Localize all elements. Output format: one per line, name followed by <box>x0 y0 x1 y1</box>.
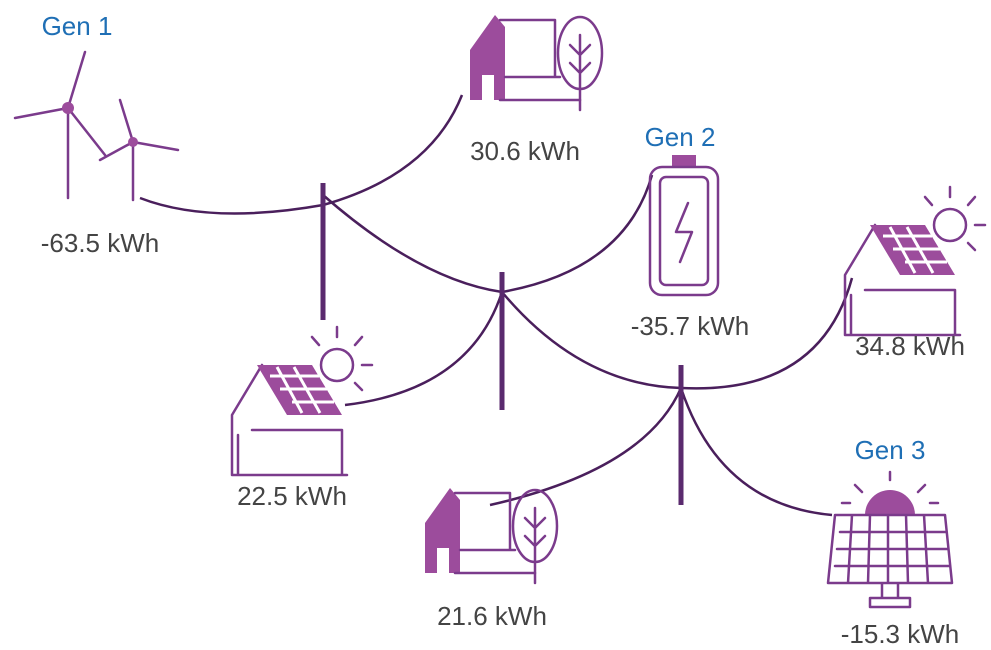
solar-panel-icon <box>826 470 954 609</box>
energy-label: -35.7 kWh <box>631 311 750 341</box>
wire <box>679 387 833 517</box>
wire <box>680 277 854 390</box>
wire <box>344 291 504 407</box>
energy-label: -63.5 kWh <box>41 228 160 258</box>
wire <box>322 194 503 294</box>
wire <box>501 174 654 294</box>
energy-label: -15.3 kWh <box>841 619 960 649</box>
wind-turbines-icon <box>13 50 180 202</box>
wire <box>139 196 324 215</box>
wire <box>489 387 683 507</box>
battery-icon <box>648 155 720 297</box>
solar-house-icon <box>843 185 987 337</box>
wire <box>322 94 464 207</box>
wire <box>501 291 682 390</box>
energy-label: 22.5 kWh <box>237 481 347 511</box>
energy-label: 21.6 kWh <box>437 601 547 631</box>
energy-label: 30.6 kWh <box>470 136 580 166</box>
gen-label: Gen 3 <box>855 435 926 465</box>
house-icon <box>468 13 604 112</box>
solar-house-icon <box>230 325 374 477</box>
house-icon <box>423 486 559 585</box>
gen-label: Gen 2 <box>645 122 716 152</box>
gen-label: Gen 1 <box>42 11 113 41</box>
energy-label: 34.8 kWh <box>855 331 965 361</box>
